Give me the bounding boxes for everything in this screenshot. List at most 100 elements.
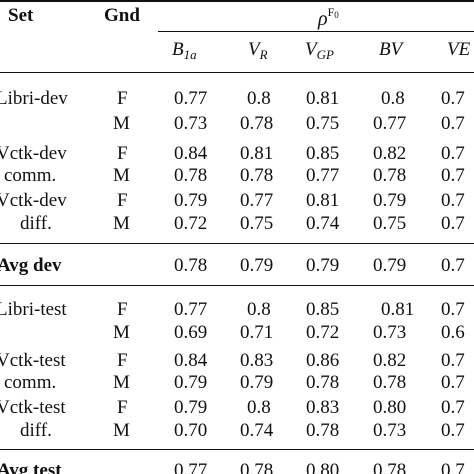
gnd-cell: M — [113, 113, 130, 134]
value-cell: 0.78 — [306, 372, 340, 393]
value-cell: 0.77 — [174, 88, 208, 109]
value-cell: 0.70 — [174, 420, 208, 441]
set-cell: Vctk-dev — [0, 190, 67, 211]
gnd-cell: M — [113, 420, 130, 441]
value-cell: 0.84 — [174, 143, 208, 164]
value-cell: 0.7 — [441, 88, 465, 109]
set-cell: Vctk-test — [0, 350, 66, 371]
value-cell: 0.8 — [381, 88, 405, 109]
set-cell: diff. — [20, 213, 52, 234]
set-cell: Libri-dev — [0, 88, 68, 109]
value-cell: 0.73 — [373, 322, 407, 343]
set-cell: Vctk-dev — [0, 143, 67, 164]
header-rho-f0: ρF0 — [318, 5, 339, 30]
gnd-cell: F — [117, 397, 128, 418]
rule-before-avg-dev — [0, 243, 474, 244]
value-cell: 0.79 — [373, 255, 407, 276]
value-cell: 0.75 — [240, 213, 274, 234]
value-cell: 0.82 — [373, 143, 407, 164]
header-rule — [0, 72, 474, 73]
set-cell-avg-test: Avg test — [0, 460, 62, 474]
rule-after-avg-dev — [0, 285, 474, 286]
value-cell: 0.81 — [240, 143, 274, 164]
value-cell: 0.78 — [240, 113, 274, 134]
value-cell: 0.79 — [373, 190, 407, 211]
value-cell: 0.78 — [306, 420, 340, 441]
value-cell: 0.75 — [306, 113, 340, 134]
header-col-ve: VE — [447, 39, 471, 60]
value-cell: 0.77 — [306, 165, 340, 186]
header-col-b1a: B1a — [172, 39, 197, 62]
value-cell: 0.85 — [306, 299, 340, 320]
gnd-cell: M — [113, 322, 130, 343]
header-col-bv: BV — [379, 39, 403, 60]
value-cell: 0.7 — [441, 350, 465, 371]
value-cell: 0.79 — [240, 255, 274, 276]
header-col-vgp: VGP — [305, 39, 334, 62]
gnd-cell: M — [113, 165, 130, 186]
set-cell: diff. — [20, 420, 52, 441]
value-cell: 0.77 — [373, 113, 407, 134]
value-cell: 0.7 — [441, 372, 465, 393]
header-gnd: Gnd — [104, 5, 140, 26]
value-cell: 0.7 — [441, 190, 465, 211]
set-cell: Libri-test — [0, 299, 67, 320]
value-cell: 0.73 — [174, 113, 208, 134]
value-cell: 0.78 — [373, 165, 407, 186]
value-cell: 0.81 — [381, 299, 415, 320]
set-cell: comm. — [4, 165, 57, 186]
value-cell: 0.79 — [174, 397, 208, 418]
value-cell: 0.8 — [247, 88, 271, 109]
gnd-cell: F — [117, 350, 128, 371]
value-cell: 0.69 — [174, 322, 208, 343]
gnd-cell: M — [113, 372, 130, 393]
set-cell: Vctk-test — [0, 397, 66, 418]
value-cell: 0.78 — [373, 372, 407, 393]
value-cell: 0.6 — [441, 322, 465, 343]
set-cell: comm. — [4, 372, 57, 393]
header-col-vr: VR — [248, 39, 268, 62]
value-cell: 0.75 — [373, 213, 407, 234]
gnd-cell: F — [117, 299, 128, 320]
value-cell: 0.8 — [247, 397, 271, 418]
gnd-cell: M — [113, 213, 130, 234]
value-cell: 0.7 — [441, 113, 465, 134]
value-cell: 0.79 — [240, 372, 274, 393]
value-cell: 0.7 — [441, 255, 465, 276]
value-cell: 0.7 — [441, 165, 465, 186]
value-cell: 0.72 — [174, 213, 208, 234]
value-cell: 0.78 — [240, 165, 274, 186]
value-cell: 0.74 — [240, 420, 274, 441]
gnd-cell: F — [117, 143, 128, 164]
table-top-rule — [0, 0, 474, 2]
value-cell: 0.73 — [373, 420, 407, 441]
value-cell: 0.81 — [306, 190, 340, 211]
gnd-cell: F — [117, 88, 128, 109]
header-cmidrule — [158, 31, 474, 32]
value-cell: 0.83 — [240, 350, 274, 371]
value-cell: 0.74 — [306, 213, 340, 234]
value-cell: 0.77 — [174, 460, 208, 474]
set-cell-avg-dev: Avg dev — [0, 255, 62, 276]
value-cell: 0.77 — [240, 190, 274, 211]
value-cell: 0.82 — [373, 350, 407, 371]
value-cell: 0.7 — [441, 299, 465, 320]
value-cell: 0.80 — [373, 397, 407, 418]
value-cell: 0.81 — [306, 88, 340, 109]
value-cell: 0.78 — [240, 460, 274, 474]
value-cell: 0.79 — [174, 190, 208, 211]
value-cell: 0.79 — [174, 372, 208, 393]
value-cell: 0.7 — [441, 143, 465, 164]
value-cell: 0.8 — [247, 299, 271, 320]
value-cell: 0.85 — [306, 143, 340, 164]
value-cell: 0.83 — [306, 397, 340, 418]
value-cell: 0.7 — [441, 460, 465, 474]
value-cell: 0.7 — [441, 420, 465, 441]
value-cell: 0.79 — [306, 255, 340, 276]
value-cell: 0.71 — [240, 322, 274, 343]
header-set: Set — [8, 5, 34, 26]
gnd-cell: F — [117, 190, 128, 211]
value-cell: 0.7 — [441, 397, 465, 418]
value-cell: 0.86 — [306, 350, 340, 371]
